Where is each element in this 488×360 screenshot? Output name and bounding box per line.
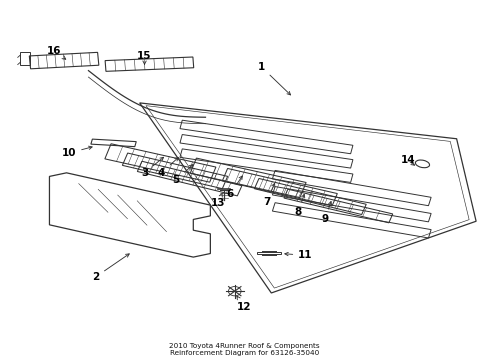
Text: 11: 11 — [285, 250, 312, 260]
Text: 9: 9 — [321, 202, 331, 224]
Text: 2010 Toyota 4Runner Roof & Components
Reinforcement Diagram for 63126-35040: 2010 Toyota 4Runner Roof & Components Re… — [169, 343, 319, 356]
Text: 12: 12 — [236, 296, 251, 312]
Text: 5: 5 — [172, 165, 193, 185]
Text: 13: 13 — [210, 193, 224, 208]
Text: 15: 15 — [137, 51, 151, 64]
Text: 14: 14 — [400, 155, 414, 165]
Text: 7: 7 — [262, 184, 274, 207]
Text: 2: 2 — [92, 254, 129, 282]
Text: 1: 1 — [257, 62, 290, 95]
Text: 6: 6 — [226, 176, 242, 199]
Text: 3: 3 — [141, 157, 163, 178]
Text: 4: 4 — [158, 157, 178, 178]
Text: 16: 16 — [47, 46, 65, 59]
Text: 8: 8 — [294, 194, 304, 217]
Text: 10: 10 — [61, 146, 92, 158]
